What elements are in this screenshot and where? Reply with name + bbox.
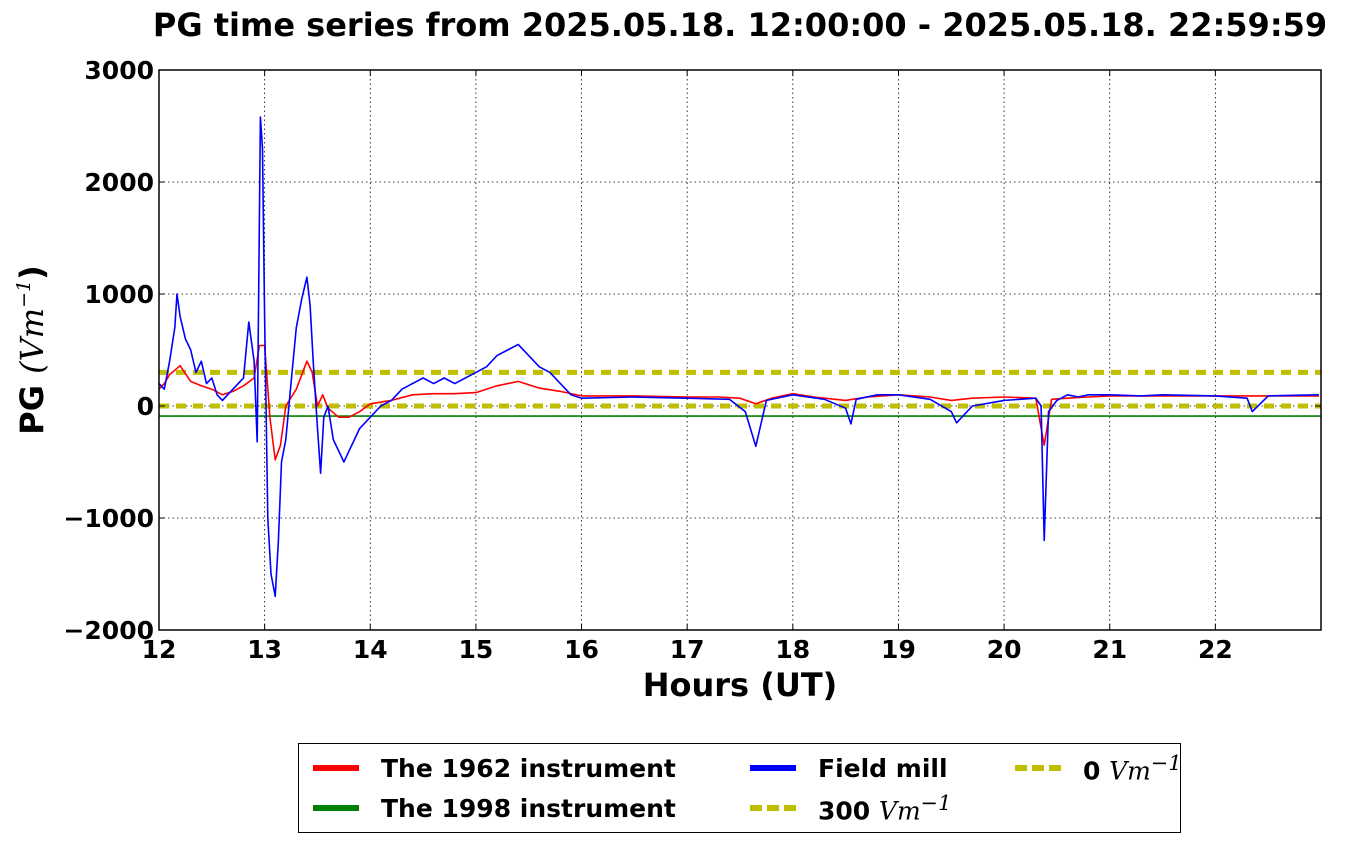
legend-label-300: 300 Vm−1 bbox=[818, 791, 951, 825]
legend-swatch-300 bbox=[750, 805, 796, 811]
legend-label-0-unit: Vm bbox=[1109, 756, 1151, 786]
series-line-field-mill bbox=[158, 116, 1319, 598]
y-tick-label: −2000 bbox=[63, 616, 154, 645]
y-tick-label: 2000 bbox=[84, 168, 154, 197]
x-tick-label: 12 bbox=[142, 635, 177, 664]
plot-frame bbox=[158, 69, 1322, 631]
legend-swatch-0 bbox=[1015, 765, 1061, 771]
legend: The 1962 instrument The 1998 instrument … bbox=[298, 743, 1182, 833]
legend-swatch-1962 bbox=[313, 765, 359, 771]
tick-marks bbox=[158, 69, 1321, 631]
legend-label-300-exp: −1 bbox=[920, 790, 952, 815]
x-tick-label: 20 bbox=[987, 635, 1022, 664]
y-tick-label: 3000 bbox=[84, 56, 154, 85]
x-tick-label: 13 bbox=[247, 635, 282, 664]
grid-lines bbox=[159, 70, 1321, 630]
legend-label-0-exp: −1 bbox=[1150, 750, 1182, 775]
x-tick-label: 22 bbox=[1198, 635, 1233, 664]
x-tick-labels: 12 13 14 15 16 17 18 19 20 21 22 bbox=[142, 635, 1233, 664]
x-tick-label: 21 bbox=[1092, 635, 1127, 664]
legend-label-1962: The 1962 instrument bbox=[381, 753, 676, 783]
y-tick-label: 1000 bbox=[84, 280, 154, 309]
x-tick-label: 19 bbox=[881, 635, 916, 664]
legend-label-1998: The 1998 instrument bbox=[381, 793, 676, 823]
y-tick-label: 0 bbox=[137, 392, 154, 421]
x-tick-label: 15 bbox=[459, 635, 494, 664]
y-axis-label-name: PG bbox=[13, 385, 51, 435]
y-axis-label: PG (Vm−1) bbox=[13, 265, 51, 434]
legend-swatch-1998 bbox=[313, 805, 359, 811]
chart-title: PG time series from 2025.05.18. 12:00:00… bbox=[153, 6, 1327, 44]
series-layer bbox=[158, 116, 1321, 598]
x-axis-label: Hours (UT) bbox=[643, 666, 838, 704]
legend-item-field-mill: Field mill bbox=[750, 753, 948, 783]
y-axis-label-close: ) bbox=[13, 265, 51, 280]
x-tick-label: 18 bbox=[775, 635, 810, 664]
legend-swatch-field-mill bbox=[750, 765, 796, 771]
y-tick-label: −1000 bbox=[63, 504, 154, 533]
legend-item-1962: The 1962 instrument bbox=[313, 753, 676, 783]
x-tick-label: 17 bbox=[670, 635, 705, 664]
legend-item-0: 0 Vm−1 bbox=[1015, 751, 1182, 785]
y-axis-label-exp: −1 bbox=[13, 280, 35, 308]
legend-label-300-value: 300 bbox=[818, 796, 879, 826]
legend-item-300: 300 Vm−1 bbox=[750, 791, 951, 825]
x-tick-label: 14 bbox=[353, 635, 388, 664]
legend-label-0-value: 0 bbox=[1083, 756, 1110, 786]
y-tick-labels: −2000 −1000 0 1000 2000 3000 bbox=[63, 56, 154, 645]
y-axis-label-unit: (Vm bbox=[13, 308, 51, 374]
legend-label-0: 0 Vm−1 bbox=[1083, 751, 1182, 785]
legend-label-field-mill: Field mill bbox=[818, 753, 948, 783]
legend-label-300-unit: Vm bbox=[878, 796, 921, 826]
x-tick-label: 16 bbox=[564, 635, 599, 664]
series-line-the-1962-instrument bbox=[158, 344, 1319, 461]
legend-item-1998: The 1998 instrument bbox=[313, 793, 676, 823]
